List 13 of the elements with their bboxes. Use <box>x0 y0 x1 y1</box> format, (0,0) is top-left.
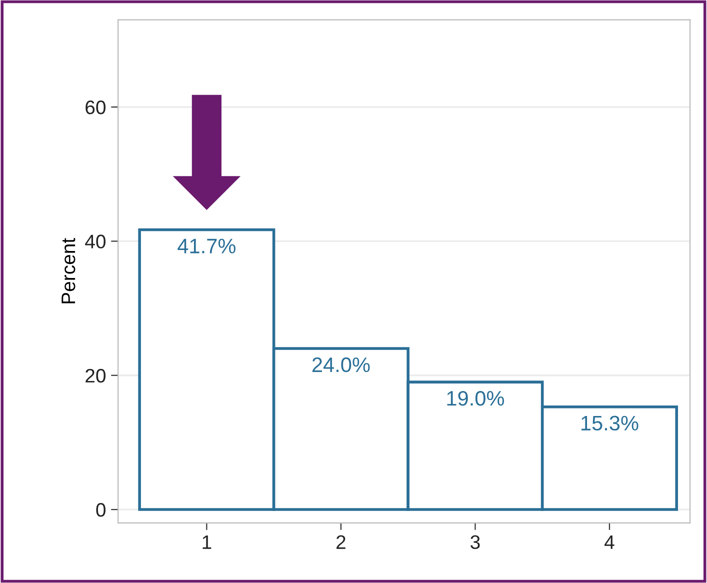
y-tick-label: 60 <box>86 100 106 114</box>
data-label: 15.3% <box>582 416 638 431</box>
y-tick-label: 40 <box>85 234 106 248</box>
y-tick-label: 0 <box>96 503 106 517</box>
y-tick-label: 20 <box>86 368 106 383</box>
x-tick-label: 3 <box>470 535 480 550</box>
data-label: 19.0% <box>447 390 504 406</box>
x-tick-label: 4 <box>604 535 614 549</box>
data-label: 41.7% <box>178 238 236 254</box>
x-tick-label: 2 <box>336 535 346 549</box>
data-label: 24.0% <box>312 357 370 372</box>
y-axis-title: Percent <box>62 238 76 304</box>
x-tick-label: 1 <box>202 535 212 549</box>
